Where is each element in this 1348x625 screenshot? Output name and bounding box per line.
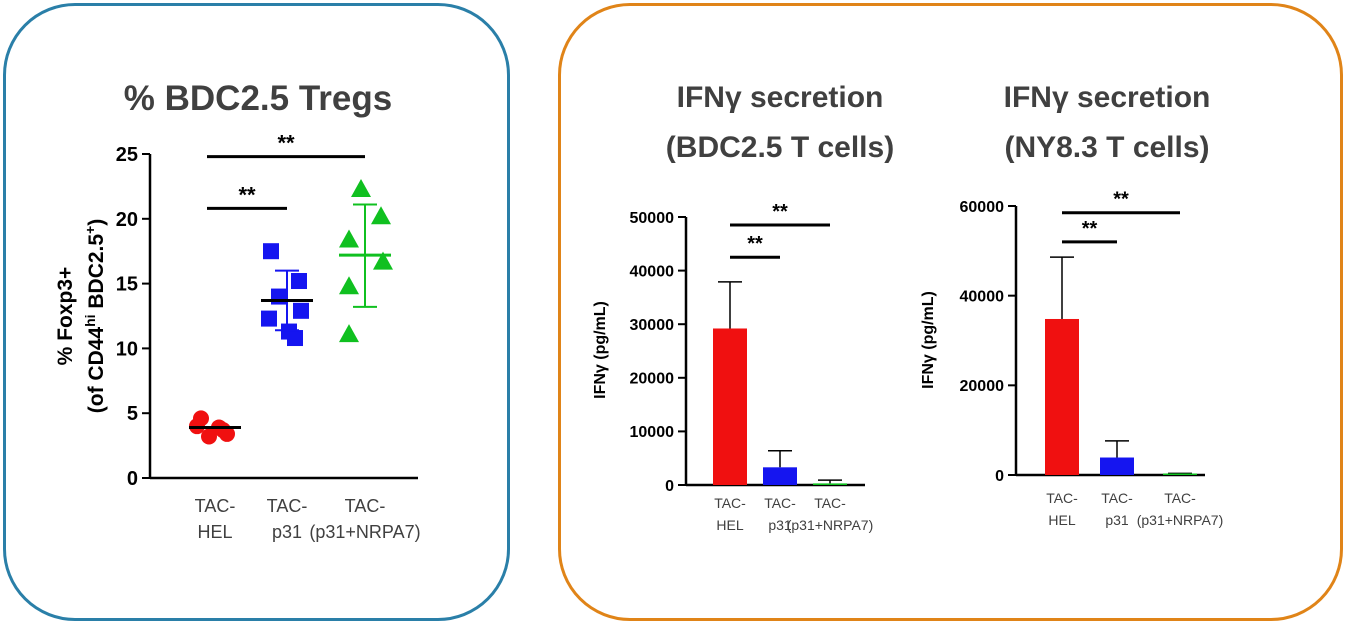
bdc-y-axis-label: IFNγ (pg/mL) bbox=[592, 301, 609, 399]
tregs-scatter-chart: 0510152025TAC-HELTAC-p31TAC-(p31+NRPA7)*… bbox=[116, 131, 421, 542]
tregs-data-point bbox=[201, 428, 217, 445]
tregs-data-point bbox=[215, 422, 231, 439]
bdc-ifng-bar-chart: 0 10000 20000 30000 40000 50000 TAC- HEL TAC-p31… bbox=[592, 201, 873, 533]
bdc-y-tick-label: 50000 bbox=[630, 210, 675, 227]
ny-x-category-label: HEL bbox=[1048, 512, 1075, 528]
ny-x-category-label: TAC- bbox=[1046, 490, 1078, 506]
ny-significance-label: ** bbox=[1113, 189, 1129, 211]
tregs-y-tick-label: 5 bbox=[127, 403, 138, 425]
tregs-y-tick-label: 10 bbox=[116, 338, 138, 360]
ny-x-category-label: TAC- bbox=[1164, 490, 1196, 506]
ny-y-tick-label: 20000 bbox=[960, 378, 1005, 395]
ny-bar bbox=[1163, 473, 1197, 475]
bdc-significance-label: ** bbox=[772, 201, 788, 223]
tregs-x-category-label: TAC- bbox=[345, 496, 386, 516]
tregs-x-category-label: (p31+NRPA7) bbox=[309, 522, 420, 542]
bdc-bar bbox=[813, 483, 847, 485]
tregs-x-category-label: p31 bbox=[272, 522, 302, 542]
bdc-x-category-label: TAC- bbox=[714, 495, 746, 511]
tregs-data-point bbox=[339, 276, 359, 295]
tregs-x-category-label: TAC- bbox=[195, 496, 236, 516]
ny-title-line1: IFNγ secretion bbox=[1004, 81, 1211, 114]
tregs-x-category-label: HEL bbox=[197, 522, 232, 542]
tregs-data-point bbox=[287, 330, 303, 347]
tregs-y-tick-label: 0 bbox=[127, 468, 138, 490]
ny-x-category-label: TAC- bbox=[1101, 490, 1133, 506]
ny-x-category-label: p31 bbox=[1105, 512, 1129, 528]
bdc-y-tick-label: 40000 bbox=[630, 263, 675, 280]
bdc-significance-label: ** bbox=[747, 233, 763, 255]
tregs-data-point bbox=[373, 251, 393, 270]
ny-y-tick-label: 40000 bbox=[960, 288, 1005, 305]
tregs-data-point bbox=[271, 288, 287, 305]
bdc-y-tick-label: 20000 bbox=[630, 371, 675, 388]
tregs-data-point bbox=[261, 310, 277, 327]
tregs-significance-label: ** bbox=[277, 131, 295, 156]
tregs-y-tick-label: 15 bbox=[116, 274, 138, 296]
tregs-data-point bbox=[371, 206, 391, 225]
ny-ifng-bar-chart: 0200004000060000TAC-HELTAC-p31TAC-(p31+N… bbox=[920, 189, 1223, 528]
bdc-x-category-label: HEL bbox=[716, 517, 743, 533]
tregs-data-point bbox=[339, 229, 359, 248]
bdc-title-line2: (BDC2.5 T cells) bbox=[666, 131, 894, 164]
bdc-x-category-label: TAC- bbox=[814, 495, 846, 511]
bdc-title-line1: IFNγ secretion bbox=[677, 81, 884, 114]
left-panel-frame bbox=[3, 3, 510, 621]
bdc-x-category-label: TAC- bbox=[764, 495, 796, 511]
ny-y-axis-label: IFNγ (pg/mL) bbox=[920, 291, 937, 389]
tregs-data-point bbox=[351, 178, 371, 197]
tregs-data-point bbox=[293, 302, 309, 319]
bdc-y-tick-label: 10000 bbox=[630, 424, 675, 441]
ny-bar bbox=[1100, 457, 1134, 475]
bdc-x-category-label: p31 bbox=[768, 517, 792, 533]
tregs-y-tick-label: 25 bbox=[116, 144, 138, 166]
ny-x-category-label: (p31+NRPA7) bbox=[1137, 512, 1224, 528]
ny-y-tick-label: 0 bbox=[995, 468, 1004, 485]
tregs-x-category-label: TAC- bbox=[267, 496, 308, 516]
tregs-data-point bbox=[339, 324, 359, 343]
right-panel-frame bbox=[558, 3, 1343, 621]
tregs-data-point bbox=[291, 273, 307, 290]
tregs-ylabel-line1: % Foxp3+ bbox=[54, 267, 77, 366]
tregs-y-tick-label: 20 bbox=[116, 209, 138, 231]
bdc-y-tick-label: 0 bbox=[665, 478, 674, 495]
bdc-y-tick-label: 30000 bbox=[630, 317, 675, 334]
bdc-x-category-label: (p31+NRPA7) bbox=[787, 517, 874, 533]
bdc-bar bbox=[763, 467, 797, 485]
ny-title-line2: (NY8.3 T cells) bbox=[1004, 131, 1209, 164]
ny-significance-label: ** bbox=[1082, 218, 1098, 240]
tregs-ylabel-line2: (of CD44hi BDC2.5+) bbox=[82, 219, 108, 414]
ny-bar bbox=[1045, 318, 1079, 475]
tregs-significance-label: ** bbox=[238, 182, 256, 207]
ny-y-tick-label: 60000 bbox=[960, 199, 1005, 216]
bdc-bar bbox=[713, 328, 747, 485]
tregs-title: % BDC2.5 Tregs bbox=[124, 79, 392, 118]
tregs-data-point bbox=[263, 243, 279, 260]
